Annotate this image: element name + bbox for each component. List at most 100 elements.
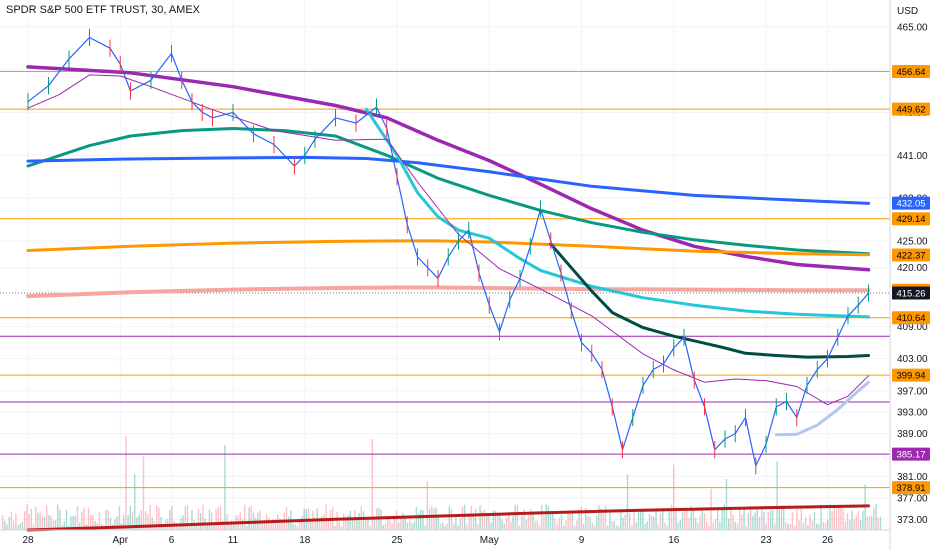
time-tick-label: 11 bbox=[228, 535, 239, 546]
volume-bar bbox=[593, 525, 596, 530]
series-line[interactable] bbox=[26, 127, 870, 256]
volume-bar bbox=[629, 513, 631, 530]
volume-bar bbox=[688, 517, 690, 530]
volume-bar bbox=[789, 523, 791, 530]
volume-bar bbox=[732, 514, 734, 530]
volume-bar bbox=[213, 522, 215, 530]
volume-bar bbox=[745, 525, 747, 530]
series-line[interactable] bbox=[26, 155, 870, 205]
volume-bar bbox=[442, 523, 444, 530]
series-line[interactable] bbox=[364, 107, 870, 319]
volume-bar bbox=[602, 513, 604, 530]
volume-bar bbox=[615, 525, 618, 530]
volume-bar bbox=[714, 519, 717, 530]
volume-bar bbox=[547, 505, 549, 530]
volume-bar bbox=[576, 520, 578, 530]
volume-bar bbox=[765, 524, 767, 530]
volume-bar bbox=[380, 509, 382, 530]
volume-bar bbox=[195, 522, 197, 530]
volume-bar bbox=[21, 521, 24, 530]
volume-bar bbox=[778, 509, 780, 530]
volume-bar bbox=[523, 509, 525, 530]
volume-bar bbox=[160, 516, 162, 530]
volume-bar bbox=[734, 521, 736, 530]
volume-bar bbox=[820, 504, 822, 530]
moving-average-series bbox=[26, 65, 871, 532]
time-tick-label: 16 bbox=[668, 535, 680, 546]
volume-bar bbox=[182, 515, 184, 530]
price-tick-label: 420.00 bbox=[897, 263, 928, 274]
volume-bar bbox=[651, 515, 653, 530]
series-line[interactable] bbox=[774, 380, 870, 437]
volume-bar bbox=[46, 504, 48, 530]
volume-bar bbox=[32, 524, 35, 530]
volume-bar bbox=[151, 517, 153, 530]
volume-bar bbox=[525, 519, 527, 530]
volume-bar bbox=[127, 515, 129, 530]
volume-bar bbox=[532, 514, 534, 530]
volume-bar bbox=[741, 514, 743, 530]
time-tick-label: 26 bbox=[822, 535, 834, 546]
volume-bar bbox=[292, 523, 294, 530]
volume-bar bbox=[721, 509, 723, 530]
volume-bar bbox=[145, 511, 147, 530]
price-line[interactable] bbox=[27, 36, 869, 467]
volume-bar bbox=[780, 505, 783, 530]
volume-bar bbox=[725, 478, 728, 530]
price-axis-panel[interactable] bbox=[890, 0, 932, 550]
volume-bar bbox=[494, 510, 497, 530]
price-tick-label: 389.00 bbox=[897, 429, 928, 440]
volume-bar bbox=[479, 505, 481, 530]
volume-bar bbox=[677, 522, 679, 530]
volume-bar bbox=[367, 519, 369, 530]
volume-bar bbox=[6, 524, 8, 530]
volume-bar bbox=[510, 522, 512, 530]
volume-bar bbox=[637, 510, 640, 530]
volume-bar bbox=[642, 509, 644, 530]
volume-bar bbox=[743, 508, 745, 530]
volume-bar bbox=[406, 522, 409, 530]
volume-bar bbox=[653, 516, 655, 530]
volume-bar bbox=[690, 506, 692, 530]
volume-bar bbox=[362, 511, 365, 530]
price-tick-label: 373.00 bbox=[897, 515, 928, 526]
volume-bar bbox=[189, 524, 191, 530]
price-tick-label: 403.00 bbox=[897, 354, 928, 365]
volume-bar bbox=[846, 513, 849, 530]
volume-bar bbox=[486, 513, 488, 530]
volume-bar bbox=[807, 525, 809, 530]
series-line[interactable] bbox=[549, 242, 870, 359]
volume-bar bbox=[107, 510, 109, 530]
volume-bar bbox=[79, 522, 81, 530]
series-line[interactable] bbox=[26, 504, 870, 532]
time-tick-label: 23 bbox=[760, 535, 772, 546]
price-badge-label: 432.05 bbox=[896, 198, 925, 209]
volume-bar bbox=[728, 518, 730, 530]
volume-bar bbox=[838, 504, 840, 530]
volume-bar bbox=[681, 512, 684, 530]
price-badge bbox=[892, 248, 930, 262]
volume-bar bbox=[94, 520, 96, 530]
series-line[interactable] bbox=[26, 65, 871, 272]
volume-bar bbox=[327, 520, 329, 530]
volume-bar bbox=[197, 508, 200, 530]
volume-bar bbox=[767, 511, 769, 530]
volume-bar bbox=[723, 504, 725, 530]
volume-bar bbox=[261, 523, 263, 530]
series-line[interactable] bbox=[26, 239, 870, 257]
volume-bar bbox=[558, 518, 560, 530]
series-line[interactable] bbox=[26, 285, 871, 299]
volume-bar bbox=[448, 506, 450, 530]
volume-bar bbox=[633, 509, 635, 530]
volume-bar bbox=[435, 507, 437, 530]
volume-bar bbox=[626, 474, 629, 530]
volume-bar bbox=[37, 512, 39, 530]
volume-bar bbox=[536, 520, 538, 530]
volume-bar bbox=[813, 511, 816, 530]
volume-bar bbox=[415, 506, 417, 530]
volume-bar bbox=[345, 520, 347, 530]
series-line[interactable] bbox=[27, 74, 869, 406]
volume-bar bbox=[158, 507, 160, 530]
price-badge-label: 378.91 bbox=[896, 483, 925, 494]
